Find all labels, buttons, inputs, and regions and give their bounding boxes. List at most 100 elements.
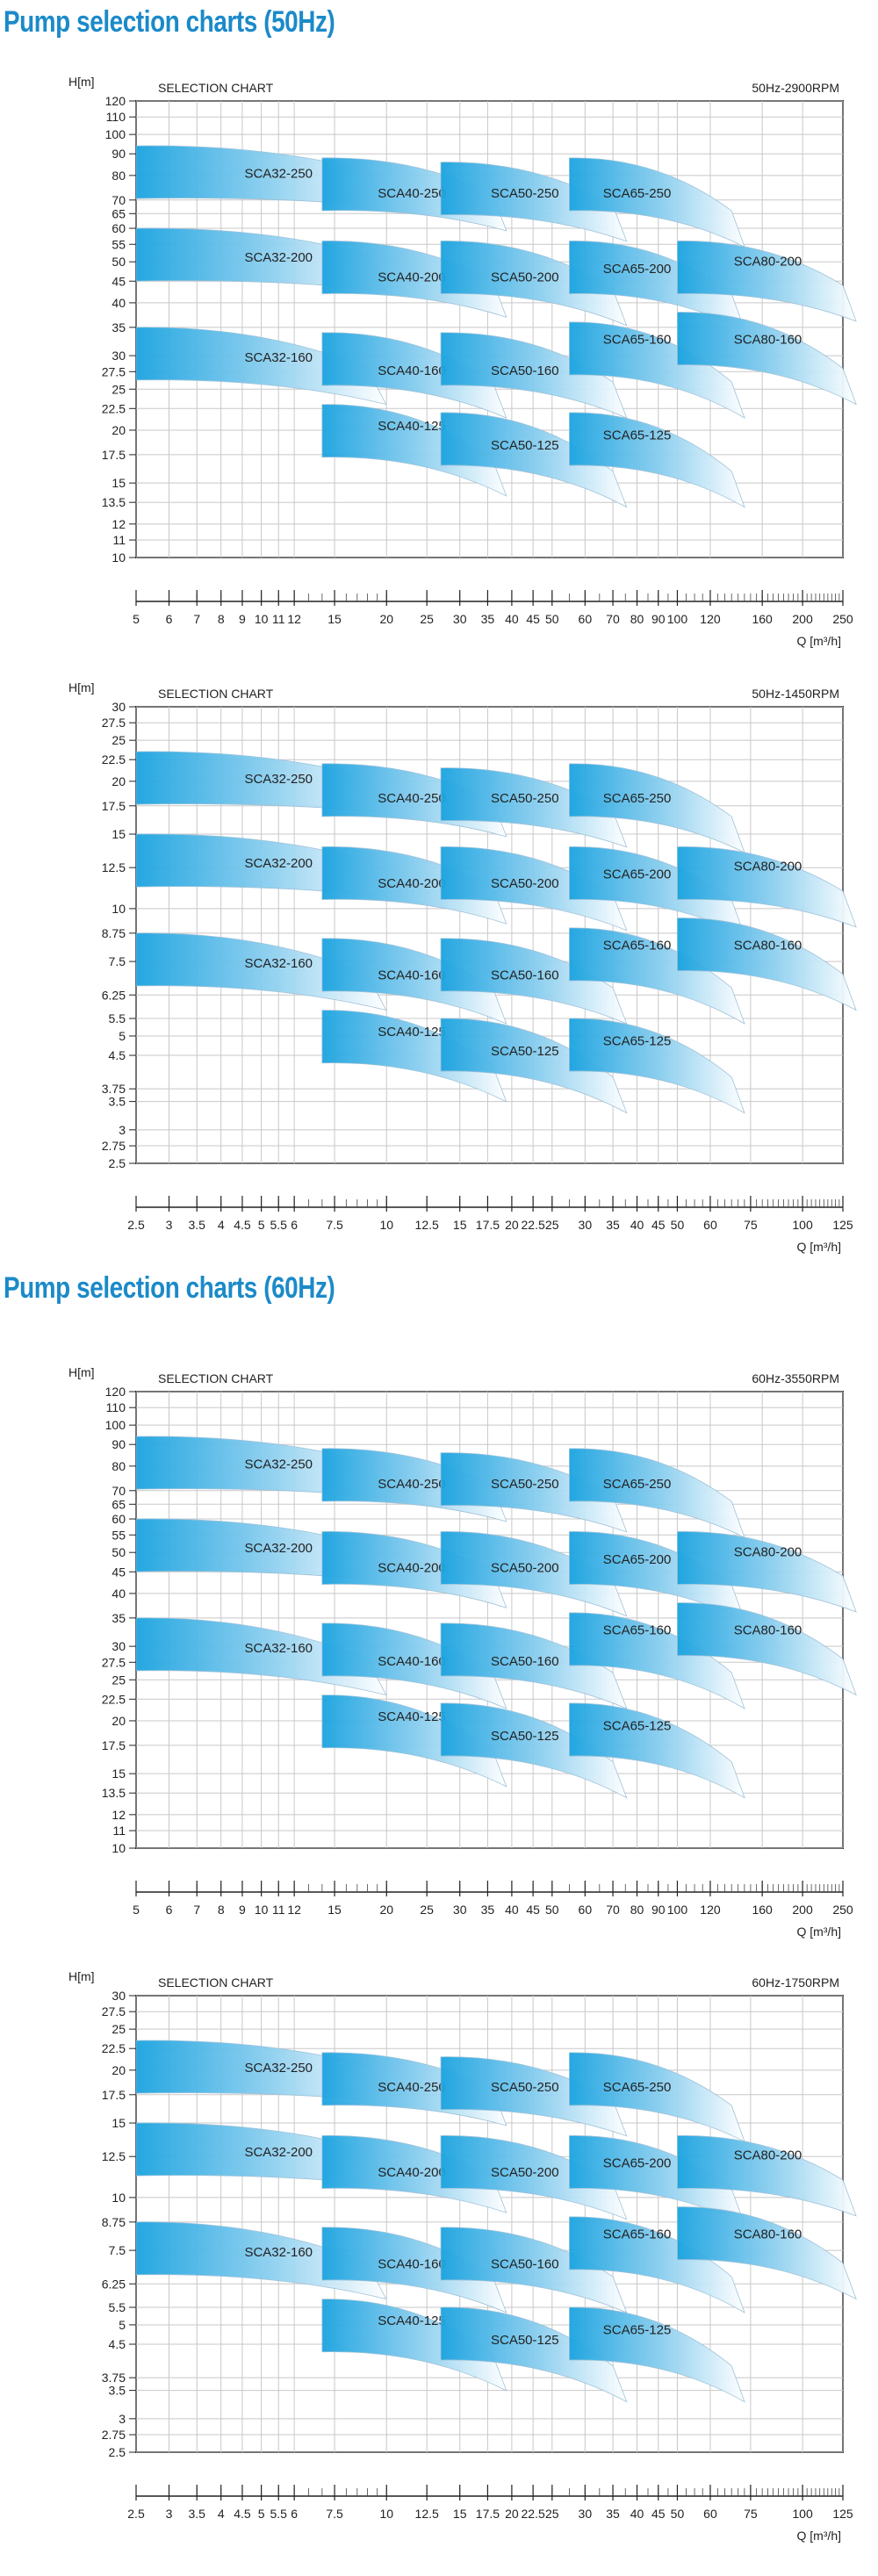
series-label: SCA65-250 <box>603 791 672 806</box>
series-label: SCA50-160 <box>491 363 559 378</box>
y-tick-label: 80 <box>112 1459 126 1473</box>
x-tick-label: 30 <box>453 1903 467 1917</box>
series-label: SCA40-125 <box>378 2313 446 2328</box>
x-tick-label: 5.5 <box>270 1218 288 1232</box>
x-tick-label: 4.5 <box>234 2507 251 2521</box>
y-tick-label: 7.5 <box>109 2243 126 2257</box>
series-label: SCA65-200 <box>603 2155 672 2170</box>
y-tick-label: 2.75 <box>102 2428 126 2442</box>
y-tick-label: 11 <box>112 533 126 547</box>
region-sca40-160 <box>321 1623 507 1709</box>
y-tick-label: 27.5 <box>102 364 126 378</box>
chart-title: SELECTION CHART <box>158 81 274 95</box>
region-sca40-200 <box>321 241 507 318</box>
y-tick-label: 15 <box>112 476 126 490</box>
x-tick-label: 5 <box>258 1218 265 1232</box>
x-tick-label: 250 <box>832 1903 853 1917</box>
y-tick-label: 10 <box>112 902 126 916</box>
y-tick-label: 30 <box>112 1989 126 2003</box>
x-tick-label: 40 <box>630 1218 644 1232</box>
y-tick-label: 40 <box>112 1587 126 1601</box>
x-tick-label: 35 <box>481 612 495 626</box>
series-label: SCA65-160 <box>603 2227 672 2242</box>
x-tick-label: 6 <box>291 1218 298 1232</box>
x-tick-label: 15 <box>453 2507 467 2521</box>
series-label: SCA32-200 <box>244 2145 313 2160</box>
region-sca40-160 <box>321 332 507 419</box>
series-label: SCA65-200 <box>603 262 672 277</box>
series-label: SCA65-200 <box>603 867 672 881</box>
y-tick-label: 100 <box>105 127 126 141</box>
series-label: SCA80-200 <box>734 1544 802 1559</box>
series-label: SCA40-125 <box>378 1709 446 1724</box>
region-sca80-160 <box>677 312 857 406</box>
region-sca40-200 <box>321 2135 507 2213</box>
region-sca50-250 <box>440 1452 628 1533</box>
y-tick-label: 12.5 <box>102 860 126 874</box>
x-tick-label: 35 <box>481 1903 495 1917</box>
x-tick-label: 11 <box>272 612 285 626</box>
series-label: SCA65-125 <box>603 1719 672 1734</box>
y-tick-label: 3.5 <box>109 2384 126 2398</box>
y-tick-label: 17.5 <box>102 2088 126 2102</box>
region-sca40-125 <box>321 2299 507 2392</box>
x-tick-label: 100 <box>667 1903 688 1917</box>
y-tick-label: 11 <box>112 1824 126 1838</box>
y-tick-label: 13.5 <box>102 1786 126 1800</box>
region-sca40-125 <box>321 1695 507 1788</box>
series-label: SCA32-250 <box>244 1457 313 1471</box>
series-label: SCA32-200 <box>244 1541 313 1556</box>
region-sca50-125 <box>440 1018 628 1114</box>
y-tick-label: 20 <box>112 774 126 788</box>
x-tick-label: 45 <box>651 2507 666 2521</box>
x-tick-label: 7.5 <box>326 1218 343 1232</box>
y-tick-label: 120 <box>105 94 126 108</box>
x-tick-label: 20 <box>505 1218 519 1232</box>
y-tick-label: 80 <box>112 169 126 183</box>
series-label: SCA50-125 <box>491 2333 559 2348</box>
y-tick-label: 3 <box>119 1123 126 1137</box>
x-tick-label: 25 <box>545 1218 559 1232</box>
series-label: SCA32-250 <box>244 772 313 787</box>
x-tick-label: 45 <box>651 1218 666 1232</box>
x-tick-label: 5 <box>133 612 140 626</box>
region-sca80-200 <box>677 241 857 322</box>
x-tick-label: 120 <box>700 612 721 626</box>
region-sca50-125 <box>440 2306 628 2403</box>
y-tick-label: 90 <box>112 1437 126 1451</box>
chart-subtitle: 60Hz-1750RPM <box>752 1975 839 1990</box>
y-tick-label: 4.5 <box>109 1048 126 1062</box>
x-tick-label: 5.5 <box>270 2507 288 2521</box>
pump-regions: SCA32-250 SCA32-200 SCA32-160 SCA40-250 SCA4… <box>135 1436 857 1799</box>
series-label: SCA40-250 <box>378 186 446 201</box>
region-sca50-160 <box>440 1623 628 1709</box>
y-tick-label: 22.5 <box>102 1692 126 1706</box>
region-sca50-125 <box>440 1702 628 1799</box>
region-sca65-160 <box>569 321 745 419</box>
y-axis-label: H[m] <box>68 680 95 694</box>
series-label: SCA32-160 <box>244 350 313 365</box>
series-label: SCA40-250 <box>378 2080 446 2095</box>
series-label: SCA65-125 <box>603 1034 672 1049</box>
series-label: SCA40-160 <box>378 1654 446 1669</box>
x-tick-label: 30 <box>579 2507 593 2521</box>
region-sca50-160 <box>440 332 628 419</box>
chart-subtitle: 50Hz-2900RPM <box>752 81 839 95</box>
y-tick-label: 22.5 <box>102 401 126 415</box>
y-tick-label: 100 <box>105 1418 126 1432</box>
y-tick-label: 3 <box>119 2412 126 2426</box>
x-tick-label: 25 <box>420 1903 434 1917</box>
y-tick-label: 15 <box>112 827 126 841</box>
region-sca40-200 <box>321 846 507 925</box>
series-label: SCA40-200 <box>378 1560 446 1575</box>
series-label: SCA40-200 <box>378 876 446 891</box>
y-tick-label: 45 <box>112 1565 126 1579</box>
y-tick-label: 90 <box>112 147 126 161</box>
y-tick-label: 5 <box>119 2318 126 2332</box>
series-label: SCA65-160 <box>603 1623 672 1638</box>
y-tick-label: 17.5 <box>102 448 126 462</box>
x-tick-label: 80 <box>630 1903 644 1917</box>
x-tick-label: 250 <box>832 612 853 626</box>
y-tick-label: 12 <box>112 517 126 531</box>
region-sca65-160 <box>569 1612 745 1709</box>
